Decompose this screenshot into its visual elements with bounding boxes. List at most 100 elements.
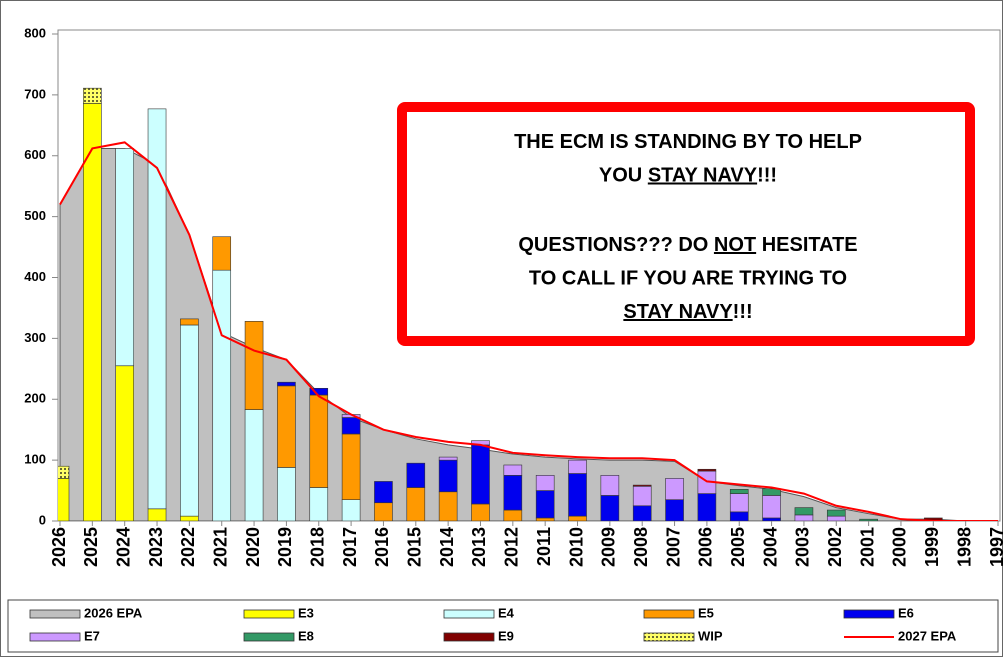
x-tick-label: 2018 xyxy=(308,527,328,567)
bar xyxy=(632,486,652,507)
bar xyxy=(535,517,555,521)
bar xyxy=(762,495,781,519)
bar xyxy=(535,490,555,519)
annotation-text: QUESTIONS??? DO xyxy=(518,234,714,256)
x-tick-label: 2011 xyxy=(534,527,554,566)
x-tick-label: 2020 xyxy=(243,527,263,567)
x-tick-label: 2009 xyxy=(599,527,619,567)
annotation-line: THE ECM IS STANDING BY TO HELP xyxy=(514,131,862,153)
x-tick-label: 2013 xyxy=(469,527,489,567)
bar xyxy=(568,473,587,517)
y-tick-label: 200 xyxy=(24,391,46,406)
x-tick-label: 2017 xyxy=(340,527,360,567)
x-tick-label: 2022 xyxy=(178,527,198,567)
x-tick-label: 2025 xyxy=(81,527,101,567)
legend-label: E9 xyxy=(498,628,514,643)
x-tick-label: 2004 xyxy=(760,527,780,567)
x-tick-label: 2006 xyxy=(696,527,716,567)
bar xyxy=(665,499,684,521)
bar xyxy=(212,236,232,271)
bar xyxy=(147,508,167,521)
bar xyxy=(406,462,426,488)
annotation-text: TO CALL IF YOU ARE TRYING TO xyxy=(529,268,847,290)
plot xyxy=(58,87,998,521)
bar xyxy=(147,108,167,510)
y-tick-label: 700 xyxy=(24,86,46,101)
legend-label: E6 xyxy=(898,605,914,620)
bar xyxy=(341,417,361,435)
y-tick-label: 800 xyxy=(24,25,46,40)
y-tick-label: 100 xyxy=(24,452,46,467)
y-tick-label: 300 xyxy=(24,330,46,345)
bar xyxy=(83,87,102,104)
bar xyxy=(83,103,102,521)
x-tick-label: 1997 xyxy=(987,527,1003,567)
x-tick-label: 2024 xyxy=(113,527,133,567)
annotation-line: TO CALL IF YOU ARE TRYING TO xyxy=(529,268,847,290)
bar xyxy=(180,515,199,521)
bar xyxy=(794,507,814,516)
bar xyxy=(503,509,523,521)
bar xyxy=(309,487,329,521)
annotation-line: STAY NAVY!!! xyxy=(623,301,752,323)
x-tick-label: 2019 xyxy=(275,527,295,567)
bar xyxy=(438,456,458,461)
line xyxy=(59,141,998,521)
x-tick-label: 2000 xyxy=(890,527,910,567)
x-tick-label: 2012 xyxy=(502,527,522,567)
bar xyxy=(568,515,587,521)
x-tick-label: 2007 xyxy=(663,527,683,567)
legend-label: 2027 EPA xyxy=(898,628,957,643)
legend-label: E4 xyxy=(498,605,515,620)
bar xyxy=(244,409,264,521)
y-tick-label: 500 xyxy=(24,208,46,223)
x-tick-label: 2023 xyxy=(146,527,166,567)
bar xyxy=(859,518,878,521)
legend-swatch xyxy=(443,609,495,619)
legend-label: E8 xyxy=(298,628,314,643)
y-tick-label: 600 xyxy=(24,147,46,162)
bar xyxy=(374,502,393,521)
bar xyxy=(341,499,361,521)
annotation-box xyxy=(397,102,975,346)
annotation-text: HESITATE xyxy=(756,234,857,256)
legend-label: E7 xyxy=(84,628,100,643)
bar xyxy=(665,478,684,500)
x-tick-label: 2003 xyxy=(793,527,813,567)
bar xyxy=(697,493,717,521)
legend-swatch xyxy=(243,632,295,642)
x-tick-label: 2002 xyxy=(825,527,845,567)
bar xyxy=(309,394,329,488)
annotation-text: !!! xyxy=(757,165,777,187)
legend-swatch xyxy=(443,632,495,642)
annotation-text: THE ECM IS STANDING BY TO HELP xyxy=(514,131,862,153)
x-tick-label: 1999 xyxy=(922,527,942,567)
x-tick-label: 2021 xyxy=(210,527,230,567)
bar xyxy=(277,381,296,387)
bar xyxy=(762,517,781,521)
legend-label: 2026 EPA xyxy=(84,605,143,620)
annotation-text: STAY NAVY xyxy=(648,165,758,187)
bar xyxy=(212,269,232,521)
bar xyxy=(632,484,652,487)
bar xyxy=(600,475,620,496)
bar xyxy=(471,503,490,521)
x-tick-label: 2005 xyxy=(728,527,748,567)
legend-swatch xyxy=(29,609,81,619)
bar xyxy=(438,459,458,493)
bar xyxy=(277,385,296,468)
bar xyxy=(826,509,846,517)
legend-label: E5 xyxy=(698,605,714,620)
legend-swatch xyxy=(29,632,81,642)
annotation-text: YOU xyxy=(599,165,648,187)
bar xyxy=(568,459,587,474)
x-tick-label: 2001 xyxy=(857,527,877,567)
bar xyxy=(115,148,134,367)
bar xyxy=(729,493,749,513)
bar xyxy=(374,481,393,504)
legend-swatch xyxy=(243,609,295,619)
bar xyxy=(826,515,846,521)
legend xyxy=(7,599,999,653)
bar xyxy=(471,444,490,505)
